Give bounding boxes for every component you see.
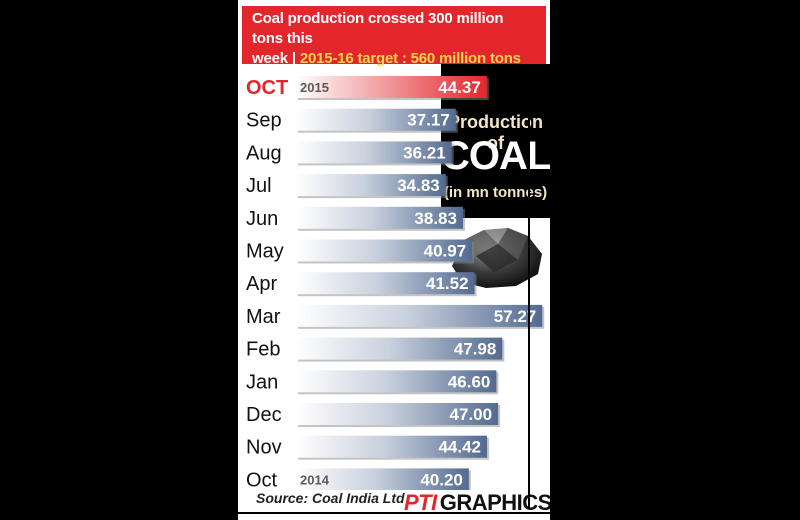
category-label: Feb — [246, 339, 280, 361]
value-label: 37.17 — [407, 111, 450, 130]
bar — [296, 76, 487, 98]
value-label: 36.21 — [403, 143, 446, 162]
source-note: Source: Coal India Ltd — [256, 490, 405, 506]
frame-right-border — [528, 64, 530, 509]
category-label: Dec — [246, 404, 282, 426]
infographic-panel: Coal production crossed 300 million tons… — [238, 0, 550, 520]
value-label: 40.20 — [420, 470, 463, 489]
value-label: 34.83 — [397, 176, 440, 195]
year-label: 2014 — [300, 472, 330, 487]
value-label: 41.52 — [426, 274, 469, 293]
value-label: 57.27 — [494, 307, 537, 326]
bar — [296, 337, 503, 360]
pti-graphics-credit: PTI GRAPHICS — [404, 490, 550, 516]
value-label: 46.60 — [448, 372, 491, 391]
headline-line1: Coal production crossed 300 million tons… — [252, 10, 504, 47]
value-label: 47.98 — [454, 340, 497, 359]
pti-logo: PTI — [404, 490, 437, 515]
graphics-label: GRAPHICS — [439, 490, 550, 515]
headline-banner: Coal production crossed 300 million tons… — [242, 6, 546, 67]
chart-unit-label: (in mn tonnes) — [443, 184, 548, 201]
bar — [296, 370, 497, 393]
bar — [296, 435, 488, 458]
category-label: OCT — [246, 77, 288, 99]
category-label: Mar — [246, 306, 281, 328]
category-label: Sep — [246, 110, 282, 132]
bar — [296, 272, 475, 295]
frame-bottom-border — [238, 512, 550, 514]
bar — [296, 304, 543, 327]
value-label: 44.37 — [438, 78, 481, 97]
value-label: 47.00 — [450, 405, 493, 424]
coal-production-chart: OCT 44.37 Sep 37.17 Aug 36.21 Jul 34.83 Jun 38.83… — [246, 76, 545, 490]
headline-target: 2015-16 target : 560 million tons — [299, 50, 521, 67]
category-label: Jul — [246, 175, 272, 197]
value-label: 40.97 — [424, 242, 467, 261]
category-label: Jun — [246, 208, 278, 230]
bar — [296, 174, 446, 197]
category-label: Jan — [246, 371, 278, 393]
chart-title-coal: COAL — [441, 134, 550, 178]
bar — [296, 239, 473, 262]
value-label: 44.42 — [438, 438, 481, 457]
category-label: Apr — [246, 273, 277, 295]
bar — [296, 468, 469, 490]
bar — [296, 403, 499, 425]
year-label: 2015 — [300, 80, 329, 95]
bar — [296, 108, 456, 131]
category-label: Nov — [246, 437, 282, 459]
category-label: Aug — [246, 142, 282, 164]
category-label: May — [246, 241, 284, 263]
headline-line2-lead: week | — [252, 50, 300, 67]
chart-title-line1: Production of — [448, 112, 543, 153]
bar — [296, 206, 463, 229]
category-label: Oct — [246, 469, 278, 490]
value-label: 38.83 — [414, 209, 457, 228]
bar — [296, 141, 452, 164]
